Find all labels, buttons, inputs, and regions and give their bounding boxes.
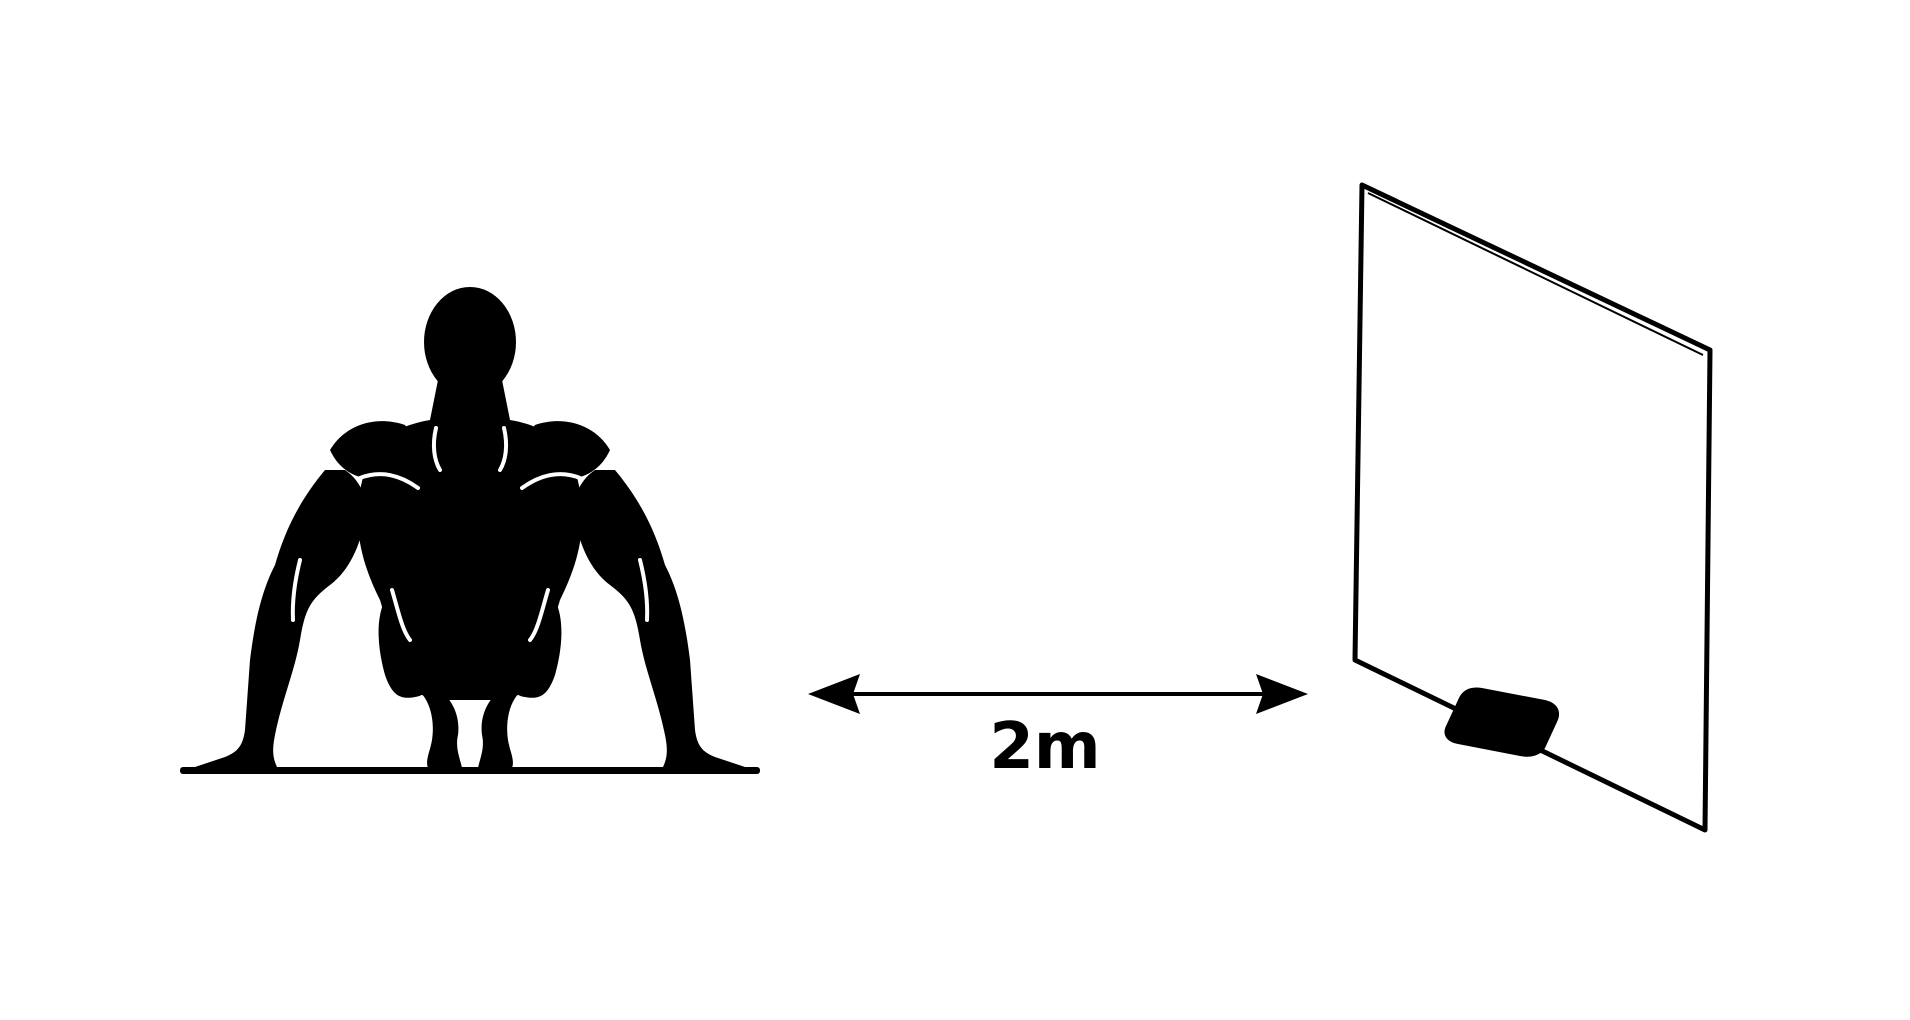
left-arrowhead: [808, 674, 860, 714]
right-arrowhead: [1256, 674, 1308, 714]
display-screen-icon: [1352, 182, 1713, 833]
screen-inner-edge: [1367, 192, 1704, 356]
distance-label: 2m: [989, 710, 1100, 784]
screen-outline: [1352, 182, 1713, 833]
double-headed-arrow: [808, 674, 1308, 714]
athlete-detail-lines: [290, 426, 650, 642]
crouching-athlete-silhouette-icon: [180, 287, 760, 774]
screen-stand: [1444, 687, 1560, 757]
